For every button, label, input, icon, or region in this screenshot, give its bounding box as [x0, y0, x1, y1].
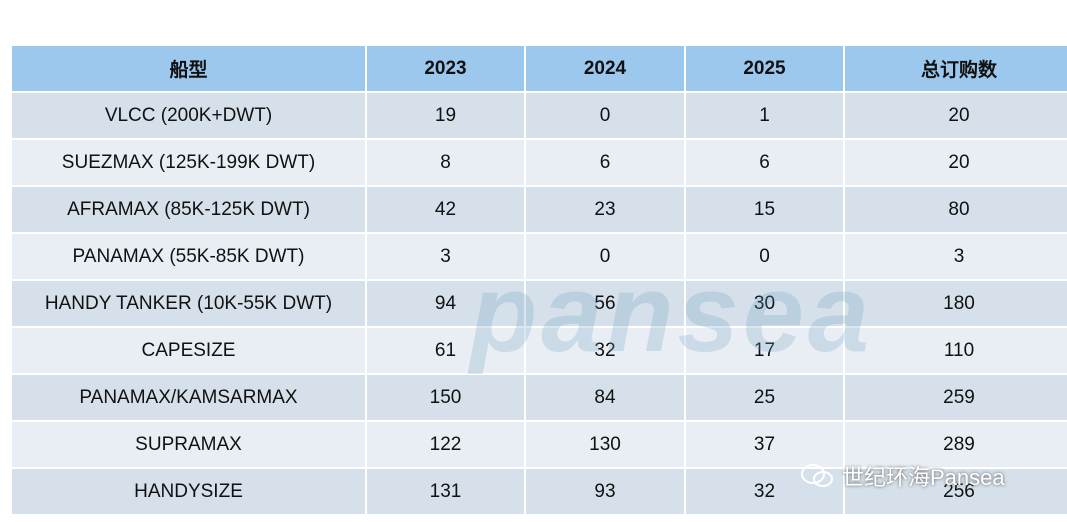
table-cell: VLCC (200K+DWT): [10, 91, 367, 140]
table-cell: 131: [365, 467, 526, 516]
table-cell: 56: [524, 279, 686, 328]
table-row: PANAMAX/KAMSARMAX 150 84 25 259: [10, 373, 1067, 422]
wechat-icon: [801, 464, 833, 487]
caption-text: 世纪环海Pansea: [842, 465, 1005, 490]
table-cell: 20: [843, 138, 1067, 187]
table-cell: 15: [684, 185, 845, 234]
table-row: PANAMAX (55K-85K DWT) 3 0 0 3: [10, 232, 1067, 281]
table-row: SUPRAMAX 122 130 37 289: [10, 420, 1067, 469]
table-cell: 94: [365, 279, 526, 328]
table-cell: 289: [843, 420, 1067, 469]
table-cell: 30: [684, 279, 845, 328]
table-cell: 180: [843, 279, 1067, 328]
table-cell: 19: [365, 91, 526, 140]
table-cell: 93: [524, 467, 686, 516]
table-cell: PANAMAX (55K-85K DWT): [10, 232, 367, 281]
table-cell: SUPRAMAX: [10, 420, 367, 469]
table-cell: 3: [365, 232, 526, 281]
table-cell: 37: [684, 420, 845, 469]
table-wrap: 船型 2023 2024 2025 总订购数 VLCC (200K+DWT) 19 0 1 20 S…: [10, 44, 1067, 516]
table-cell: 32: [684, 467, 845, 516]
table-cell: 6: [524, 138, 686, 187]
order-table: 船型 2023 2024 2025 总订购数 VLCC (200K+DWT) 19 0 1 20 S…: [10, 44, 1067, 516]
watermark-caption: 世纪环海Pansea: [800, 460, 1005, 492]
header-cell: 2023: [365, 44, 526, 93]
table-cell: SUEZMAX (125K-199K DWT): [10, 138, 367, 187]
table-cell: 6: [684, 138, 845, 187]
table-cell: 1: [684, 91, 845, 140]
table-row: SUEZMAX (125K-199K DWT) 8 6 6 20: [10, 138, 1067, 187]
table-cell: 42: [365, 185, 526, 234]
table-cell: 32: [524, 326, 686, 375]
table-cell: 0: [684, 232, 845, 281]
table-cell: 20: [843, 91, 1067, 140]
table-row: HANDY TANKER (10K-55K DWT) 94 56 30 180: [10, 279, 1067, 328]
table-cell: 17: [684, 326, 845, 375]
table-cell: 8: [365, 138, 526, 187]
table-cell: CAPESIZE: [10, 326, 367, 375]
header-cell: 总订购数: [843, 44, 1067, 93]
table-cell: 25: [684, 373, 845, 422]
table-cell: 0: [524, 232, 686, 281]
table-cell: 23: [524, 185, 686, 234]
table-cell: 256: [843, 467, 1067, 516]
table-row: HANDYSIZE 131 93 32 256: [10, 467, 1067, 516]
table-cell: 3: [843, 232, 1067, 281]
header-cell: 2025: [684, 44, 845, 93]
table-row: AFRAMAX (85K-125K DWT) 42 23 15 80: [10, 185, 1067, 234]
table-cell: 61: [365, 326, 526, 375]
header-row: 船型 2023 2024 2025 总订购数: [10, 44, 1067, 93]
table-cell: 150: [365, 373, 526, 422]
table-cell: 110: [843, 326, 1067, 375]
table-cell: PANAMAX/KAMSARMAX: [10, 373, 367, 422]
table-cell: 84: [524, 373, 686, 422]
header-cell: 船型: [10, 44, 367, 93]
table-row: VLCC (200K+DWT) 19 0 1 20: [10, 91, 1067, 140]
table-cell: 259: [843, 373, 1067, 422]
table-cell: 122: [365, 420, 526, 469]
header-cell: 2024: [524, 44, 686, 93]
table-cell: HANDY TANKER (10K-55K DWT): [10, 279, 367, 328]
table-row: CAPESIZE 61 32 17 110: [10, 326, 1067, 375]
table-cell: 130: [524, 420, 686, 469]
table-cell: AFRAMAX (85K-125K DWT): [10, 185, 367, 234]
table-cell: 80: [843, 185, 1067, 234]
table-cell: 0: [524, 91, 686, 140]
table-cell: HANDYSIZE: [10, 467, 367, 516]
